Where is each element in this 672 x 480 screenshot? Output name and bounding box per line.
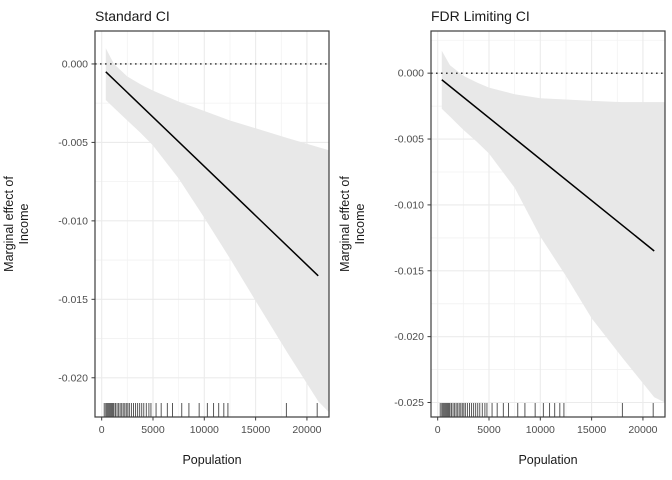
svg-text:5000: 5000 [477,424,501,436]
svg-text:-0.020: -0.020 [58,372,88,384]
svg-text:-0.025: -0.025 [394,397,424,409]
y-axis-title-line2: Income [353,203,367,244]
svg-text:15000: 15000 [577,424,606,436]
x-axis-title: Population [182,453,241,467]
svg-text:-0.005: -0.005 [394,134,424,146]
y-axis-title-line1: Marginal effect of [2,176,16,272]
svg-text:0.000: 0.000 [62,58,88,70]
svg-text:15000: 15000 [241,424,270,436]
x-axis-title: Population [518,453,577,467]
svg-text:0: 0 [435,424,441,436]
svg-text:-0.010: -0.010 [394,199,424,211]
standard-ci-chart: 0 5000 10000 15000 20000 0.000 -0.005 -0.010 -0.… [2,8,330,467]
y-axis-title-line1: Marginal effect of [338,176,352,272]
svg-text:-0.015: -0.015 [394,265,424,277]
svg-text:10000: 10000 [526,424,555,436]
svg-text:0: 0 [99,424,105,436]
plot-title: Standard CI [95,8,170,24]
y-axis-title-line2: Income [17,203,31,244]
plot-title: FDR Limiting CI [431,8,530,24]
svg-text:5000: 5000 [141,424,165,436]
svg-text:10000: 10000 [190,424,219,436]
plot-fdr-limiting-ci: 0 5000 10000 15000 20000 0.000 -0.005 -0.010 -0.… [336,0,672,480]
svg-text:-0.015: -0.015 [58,294,88,306]
svg-text:20000: 20000 [628,424,657,436]
fdr-limiting-ci-chart: 0 5000 10000 15000 20000 0.000 -0.005 -0.010 -0.… [338,8,666,467]
svg-text:-0.005: -0.005 [58,137,88,149]
plot-standard-ci: 0 5000 10000 15000 20000 0.000 -0.005 -0.010 -0.… [2,8,330,467]
svg-text:0.000: 0.000 [398,68,424,80]
svg-text:-0.010: -0.010 [58,215,88,227]
svg-text:20000: 20000 [292,424,321,436]
svg-text:-0.020: -0.020 [394,331,424,343]
